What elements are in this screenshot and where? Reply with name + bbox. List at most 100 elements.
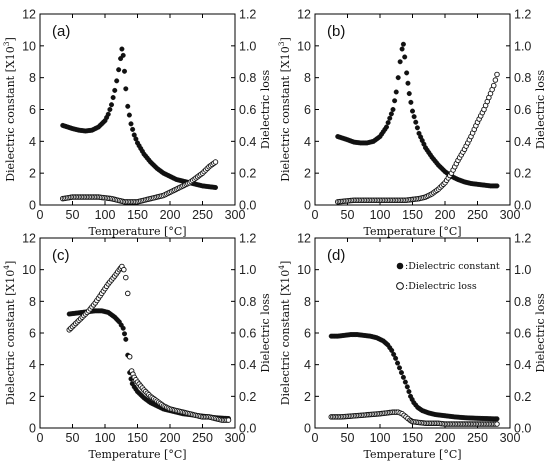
dielectric-constant-point [116, 67, 122, 73]
panel-a: 0 50 100 150 200 250 300 0 2 4 6 8 10 12 0.0 0.2 0.4 0.6 0… [2, 8, 272, 239]
y-right-tick-label: 1.0 [239, 39, 256, 53]
dielectric-constant-point [110, 95, 116, 101]
y-left-tick-label: 0 [29, 199, 36, 213]
y-right-tick-label: 0.0 [514, 199, 531, 213]
dielectric-constant-point [123, 86, 129, 92]
x-tick-label: 0 [37, 208, 44, 222]
y-left-tick-label: 12 [297, 8, 311, 22]
x-tick-label: 50 [341, 208, 355, 222]
dielectric-constant-point [119, 46, 125, 52]
plot-frame [39, 237, 236, 429]
dielectric-constant-point [395, 360, 401, 366]
y-left-tick-label: 12 [22, 232, 36, 246]
y-right-tick-label: 0.6 [514, 327, 531, 341]
x-tick-label: 50 [66, 208, 80, 222]
x-tick-label: 200 [435, 208, 456, 222]
x-tick-label: 150 [402, 431, 423, 445]
y-left-tick-label: 10 [297, 263, 311, 277]
y-right-tick-label: 0.2 [239, 167, 256, 181]
x-axis-label: Temperature [°C] [363, 448, 461, 461]
legend-label: :Dielectric loss [405, 281, 477, 292]
dielectric-constant-point [392, 98, 398, 104]
dielectric-constant-point [402, 54, 408, 60]
x-tick-label: 300 [225, 208, 246, 222]
dielectric-constant-point [114, 78, 120, 84]
y-left-tick-label: 6 [304, 103, 311, 117]
y-right-tick-label: 0.6 [514, 103, 531, 117]
y-left-tick-label: 10 [22, 263, 36, 277]
panel-c: 0 50 100 150 200 250 300 0 2 4 6 8 10 12 0.0 0.2 0.4 0.6 0… [2, 232, 272, 462]
dielectric-constant-point [398, 370, 404, 376]
dielectric-loss-point [123, 274, 129, 281]
legend-open-circle-icon [396, 282, 404, 290]
y-left-tick-label: 8 [29, 295, 36, 309]
dielectric-constant-point [107, 106, 113, 112]
y-left-axis-label: Dielectric constant [X104] [277, 261, 292, 406]
dielectric-constant-point [406, 91, 412, 97]
dielectric-constant-point [400, 41, 406, 47]
y-right-tick-label: 0.4 [239, 135, 256, 149]
dielectric-constant-point [118, 56, 124, 62]
panel-d: 0 50 100 150 200 250 300 0 2 4 6 8 10 12 0.0 0.2 0.4 0.6 0… [277, 232, 547, 462]
x-axis-label: Temperature [°C] [88, 448, 186, 461]
dielectric-constant-point [384, 124, 390, 130]
x-tick-label: 0 [37, 431, 44, 445]
x-tick-label: 250 [467, 208, 488, 222]
x-tick-label: 100 [370, 431, 391, 445]
dielectric-constant-point [121, 68, 127, 74]
dielectric-constant-point [130, 126, 136, 132]
y-left-axis-label: Dielectric constant [X103] [2, 37, 17, 182]
dielectric-loss-point [124, 290, 131, 297]
x-tick-label: 100 [95, 431, 116, 445]
dielectric-loss-point [492, 77, 499, 83]
dielectric-constant-point [391, 351, 397, 357]
legend-filled-circle-icon [396, 262, 404, 270]
x-tick-label: 200 [160, 208, 181, 222]
x-tick-label: 50 [66, 431, 80, 445]
y-right-tick-label: 0.2 [514, 390, 531, 404]
y-left-tick-label: 0 [304, 199, 311, 213]
dielectric-constant-point [413, 119, 419, 125]
y-left-tick-label: 2 [29, 167, 36, 181]
y-right-tick-label: 0.8 [514, 71, 531, 85]
dielectric-constant-point [400, 374, 406, 380]
legend: :Dielectric constant:Dielectric loss [396, 261, 500, 292]
dielectric-constant-point [389, 347, 395, 353]
y-left-tick-label: 6 [304, 327, 311, 341]
data-points [328, 332, 500, 427]
y-right-tick-label: 0.4 [514, 358, 531, 372]
panel-label: (b) [327, 23, 345, 40]
y-left-tick-label: 6 [29, 327, 36, 341]
y-left-tick-label: 10 [22, 39, 36, 53]
y-right-axis-label: Dielectric loss [534, 69, 547, 149]
y-left-tick-label: 8 [29, 71, 36, 85]
x-tick-label: 0 [312, 431, 319, 445]
y-right-tick-label: 1.0 [239, 263, 256, 277]
y-left-tick-label: 2 [29, 390, 36, 404]
y-right-tick-label: 0.8 [239, 71, 256, 85]
dielectric-constant-point [408, 99, 414, 105]
x-tick-label: 150 [402, 208, 423, 222]
x-tick-label: 300 [500, 208, 521, 222]
dielectric-constant-point [404, 384, 410, 390]
y-left-tick-label: 12 [297, 232, 311, 246]
panel-label: (a) [52, 23, 70, 40]
dielectric-constant-point [393, 355, 399, 361]
y-right-tick-label: 0.4 [239, 358, 256, 372]
y-left-tick-label: 10 [297, 39, 311, 53]
dielectric-constant-point [212, 184, 218, 190]
y-left-tick-label: 8 [304, 295, 311, 309]
x-tick-label: 300 [225, 431, 246, 445]
dielectric-constant-point [402, 379, 408, 385]
y-left-axis-exponent: 4 [2, 265, 11, 270]
y-left-axis-exponent: 3 [2, 41, 11, 46]
dielectric-constant-point [126, 112, 132, 118]
y-right-tick-label: 0.0 [239, 199, 256, 213]
x-tick-label: 100 [95, 208, 116, 222]
panel-label: (d) [327, 247, 345, 264]
x-tick-label: 250 [192, 208, 213, 222]
x-tick-label: 200 [435, 431, 456, 445]
y-left-axis-exponent: 3 [277, 41, 286, 46]
x-tick-label: 250 [192, 431, 213, 445]
